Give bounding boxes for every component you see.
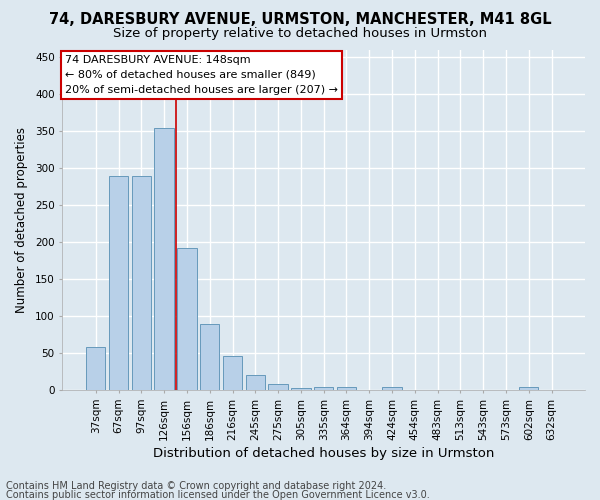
- Text: Contains HM Land Registry data © Crown copyright and database right 2024.: Contains HM Land Registry data © Crown c…: [6, 481, 386, 491]
- Bar: [382, 386, 402, 390]
- Bar: [314, 386, 334, 390]
- Bar: [131, 176, 151, 390]
- Bar: [154, 128, 174, 390]
- Bar: [86, 348, 106, 391]
- X-axis label: Distribution of detached houses by size in Urmston: Distribution of detached houses by size …: [153, 447, 494, 460]
- Y-axis label: Number of detached properties: Number of detached properties: [15, 127, 28, 313]
- Bar: [291, 388, 311, 390]
- Bar: [223, 356, 242, 390]
- Bar: [245, 375, 265, 390]
- Bar: [519, 388, 538, 390]
- Bar: [200, 324, 220, 390]
- Text: Contains public sector information licensed under the Open Government Licence v3: Contains public sector information licen…: [6, 490, 430, 500]
- Text: Size of property relative to detached houses in Urmston: Size of property relative to detached ho…: [113, 28, 487, 40]
- Text: 74 DARESBURY AVENUE: 148sqm
← 80% of detached houses are smaller (849)
20% of se: 74 DARESBURY AVENUE: 148sqm ← 80% of det…: [65, 55, 338, 94]
- Bar: [177, 248, 197, 390]
- Text: 74, DARESBURY AVENUE, URMSTON, MANCHESTER, M41 8GL: 74, DARESBURY AVENUE, URMSTON, MANCHESTE…: [49, 12, 551, 28]
- Bar: [109, 176, 128, 390]
- Bar: [268, 384, 288, 390]
- Bar: [337, 388, 356, 390]
